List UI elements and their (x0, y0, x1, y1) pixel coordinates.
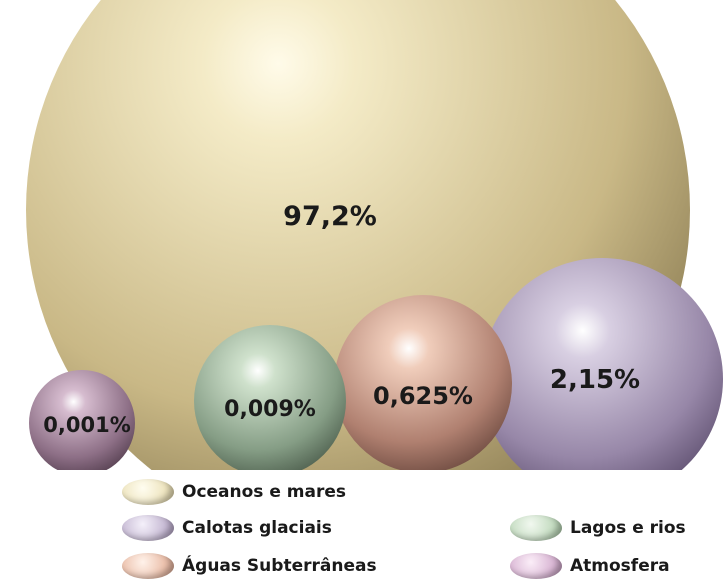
legend-item-aguas: Águas Subterrâneas (122, 553, 377, 579)
bubble-calotas-label: 2,15% (550, 365, 640, 395)
bubble-aguas: 0,625% (334, 295, 512, 470)
bubble-atmosfera-circle (29, 370, 135, 470)
bubble-aguas-label: 0,625% (373, 382, 473, 410)
legend-item-calotas: Calotas glaciais (122, 515, 332, 541)
bubble-chart: 97,2% 2,15% 0,625% 0,009% 0,001% (26, 0, 723, 470)
legend-swatch-atmosfera (510, 553, 562, 579)
legend-swatch-oceanos (122, 479, 174, 505)
legend-swatch-lagos (510, 515, 562, 541)
bubble-calotas: 2,15% (481, 258, 723, 470)
legend-label-oceanos: Oceanos e mares (182, 482, 347, 502)
bubble-lagos: 0,009% (194, 325, 346, 470)
legend-item-atmosfera: Atmosfera (510, 553, 670, 579)
bubble-lagos-label: 0,009% (224, 397, 316, 422)
legend-label-lagos: Lagos e rios (570, 518, 686, 538)
bubble-atmosfera-label: 0,001% (43, 413, 130, 437)
legend-label-calotas: Calotas glaciais (182, 518, 332, 538)
legend-label-aguas: Águas Subterrâneas (182, 556, 377, 576)
bubble-lagos-circle (194, 325, 346, 470)
bubble-oceanos-label: 97,2% (283, 201, 377, 232)
legend-item-oceanos: Oceanos e mares (122, 479, 346, 505)
bubble-atmosfera: 0,001% (29, 370, 135, 470)
bubble-aguas-circle (334, 295, 512, 470)
legend-item-lagos: Lagos e rios (510, 515, 686, 541)
legend-label-atmosfera: Atmosfera (570, 556, 670, 576)
bubble-calotas-circle (481, 258, 723, 470)
legend-swatch-aguas (122, 553, 174, 579)
legend-swatch-calotas (122, 515, 174, 541)
